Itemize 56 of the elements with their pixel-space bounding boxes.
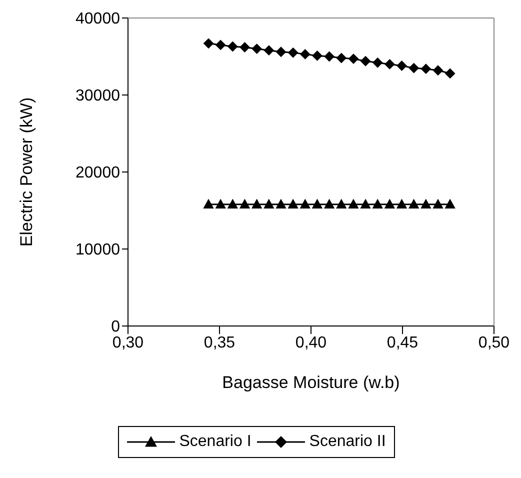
point [420,64,431,74]
point [433,199,443,208]
point [228,41,238,52]
point [312,199,322,208]
point [276,46,286,57]
point [348,54,358,64]
point [445,199,456,208]
legend-label: Scenario II [308,433,386,451]
point [204,199,214,208]
point [336,199,346,208]
point [204,38,214,48]
y-axis-title: Electric Power (kW) [17,97,36,247]
point [264,45,274,56]
point [228,199,238,208]
point [240,199,250,208]
point [336,53,346,64]
y-tick-label: 0 [111,318,120,336]
point [360,199,371,208]
point [420,199,431,208]
point [372,199,383,208]
legend-label: Scenario I [178,433,252,451]
point [252,44,262,54]
point [348,199,358,208]
x-tick-label: 0,30 [112,334,144,352]
x-tick-label: 0,45 [386,334,418,352]
point [216,40,226,50]
point [216,199,226,208]
y-tick-label: 30000 [76,88,120,105]
point [433,65,443,76]
y-tick-label: 20000 [76,164,120,182]
point [360,56,371,66]
y-tick-label: 40000 [76,10,120,28]
point [288,48,298,58]
point [384,199,395,208]
point [300,199,310,208]
y-tick-label: 10000 [76,242,120,259]
point [300,49,310,60]
point [324,199,334,208]
point [408,199,419,208]
point [384,59,395,70]
point [288,199,298,208]
point [408,63,419,74]
point [276,199,286,208]
point [264,199,274,208]
x-tick-label: 0,50 [478,334,510,352]
point [372,58,383,68]
point [324,52,334,62]
x-tick-label: 0,40 [295,334,327,352]
point [312,50,322,61]
point [252,199,262,208]
point [396,199,407,208]
x-tick-label: 0,35 [204,334,236,352]
point [445,68,456,78]
point [396,60,407,71]
x-axis-title: Bagasse Moisture (w.b) [222,373,400,392]
point [240,42,250,52]
